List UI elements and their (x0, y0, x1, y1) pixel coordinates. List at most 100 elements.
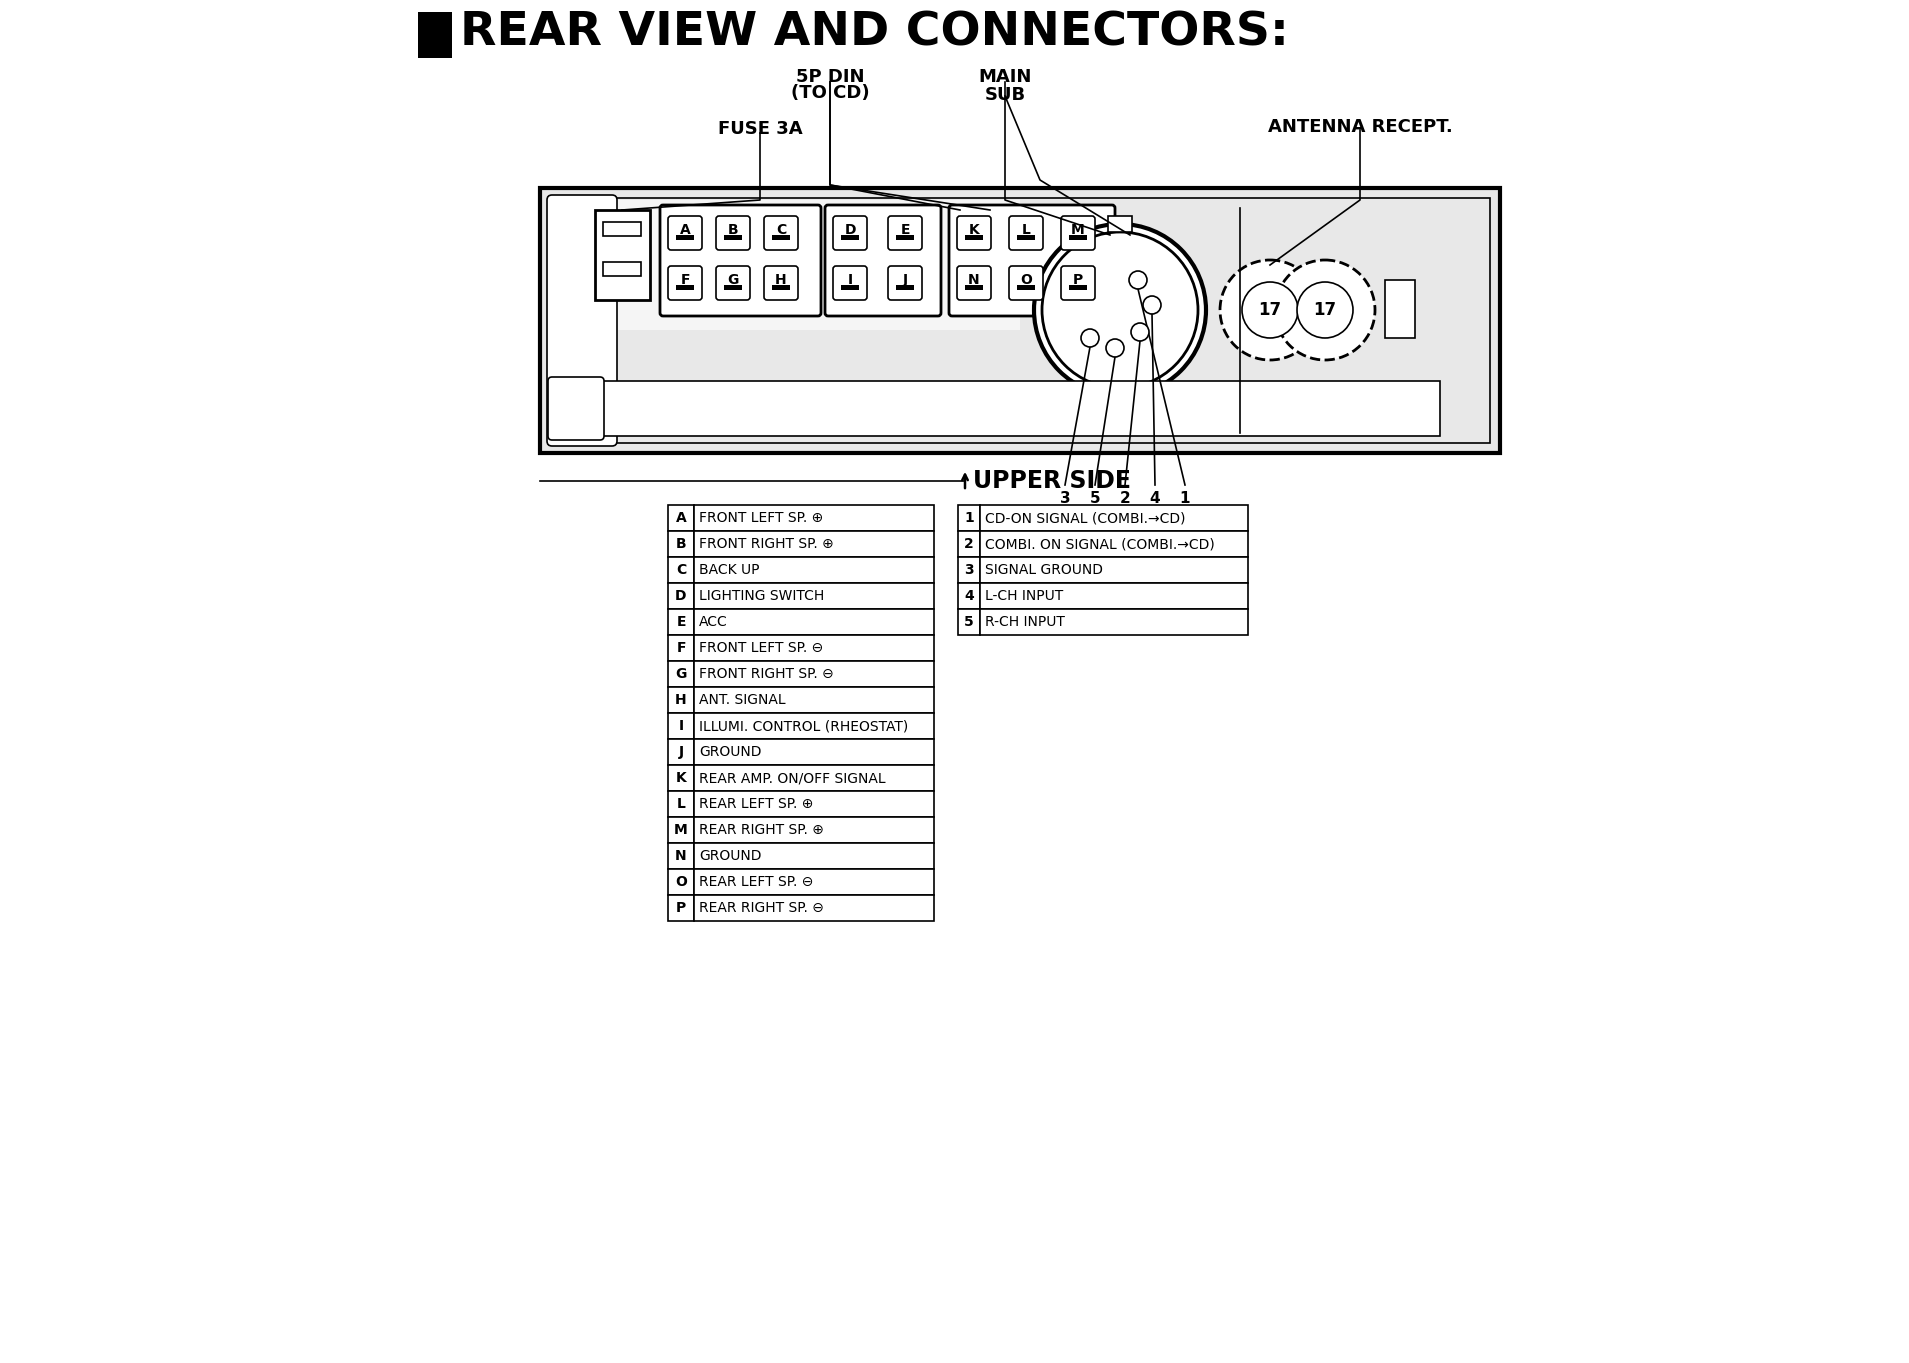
Bar (979, 557, 1248, 583)
Bar (695, 791, 934, 816)
FancyBboxPatch shape (1061, 266, 1096, 300)
Text: 5: 5 (964, 615, 974, 628)
Text: H: H (775, 273, 787, 288)
Text: FRONT LEFT SP. ⊕: FRONT LEFT SP. ⊕ (699, 511, 823, 525)
Bar (695, 687, 934, 713)
Bar (958, 609, 979, 635)
Bar (695, 895, 934, 921)
Bar (695, 532, 934, 557)
FancyBboxPatch shape (949, 204, 1115, 316)
Text: M: M (1071, 224, 1084, 237)
Bar (979, 609, 1248, 635)
Text: REAR RIGHT SP. ⊖: REAR RIGHT SP. ⊖ (699, 901, 825, 915)
Circle shape (1143, 296, 1161, 313)
Circle shape (1128, 271, 1147, 289)
Bar (895, 234, 914, 240)
Text: 17: 17 (1313, 301, 1336, 319)
Text: LIGHTING SWITCH: LIGHTING SWITCH (699, 589, 825, 602)
Text: F: F (676, 641, 685, 656)
FancyBboxPatch shape (661, 204, 821, 316)
FancyBboxPatch shape (668, 266, 703, 300)
Bar (695, 842, 934, 870)
Text: 4: 4 (1149, 491, 1161, 506)
Bar (966, 234, 983, 240)
Text: D: D (676, 589, 687, 602)
Bar (668, 506, 695, 532)
Bar (668, 739, 695, 765)
Text: BACK UP: BACK UP (699, 563, 760, 577)
Bar (668, 765, 695, 791)
Bar (695, 583, 934, 609)
FancyBboxPatch shape (1061, 215, 1096, 249)
Bar (895, 285, 914, 290)
Bar (668, 583, 695, 609)
Bar (668, 687, 695, 713)
Text: L: L (1021, 224, 1031, 237)
Bar (771, 285, 790, 290)
Bar (695, 557, 934, 583)
FancyBboxPatch shape (716, 266, 750, 300)
Text: J: J (678, 746, 683, 759)
FancyBboxPatch shape (888, 266, 922, 300)
FancyBboxPatch shape (956, 266, 991, 300)
Text: M: M (674, 823, 687, 837)
Text: FUSE 3A: FUSE 3A (718, 120, 802, 138)
Bar (668, 895, 695, 921)
Bar (603, 222, 641, 236)
FancyBboxPatch shape (764, 215, 798, 249)
Text: E: E (676, 615, 685, 628)
Bar (695, 765, 934, 791)
Text: O: O (676, 875, 687, 889)
Text: K: K (676, 771, 687, 785)
FancyBboxPatch shape (540, 188, 1500, 453)
Bar (695, 870, 934, 895)
Text: REAR LEFT SP. ⊖: REAR LEFT SP. ⊖ (699, 875, 813, 889)
Bar (599, 382, 1439, 436)
FancyBboxPatch shape (832, 215, 867, 249)
FancyBboxPatch shape (716, 215, 750, 249)
Bar (966, 285, 983, 290)
Text: C: C (775, 224, 787, 237)
Bar (668, 816, 695, 842)
FancyBboxPatch shape (764, 266, 798, 300)
Circle shape (1105, 339, 1124, 357)
Text: I: I (678, 720, 683, 733)
Text: G: G (727, 273, 739, 288)
Text: D: D (844, 224, 855, 237)
Bar (596, 210, 649, 300)
Text: REAR LEFT SP. ⊕: REAR LEFT SP. ⊕ (699, 797, 813, 811)
Bar (695, 661, 934, 687)
Bar (676, 285, 695, 290)
Bar (668, 557, 695, 583)
Text: C: C (676, 563, 685, 577)
Bar (1386, 279, 1415, 338)
Text: ACC: ACC (699, 615, 727, 628)
Bar (724, 234, 743, 240)
Text: FRONT LEFT SP. ⊖: FRONT LEFT SP. ⊖ (699, 641, 823, 656)
FancyBboxPatch shape (548, 378, 603, 440)
Text: O: O (1019, 273, 1033, 288)
Bar (668, 870, 695, 895)
FancyBboxPatch shape (888, 215, 922, 249)
Text: E: E (901, 224, 911, 237)
Circle shape (1130, 323, 1149, 341)
Bar (958, 557, 979, 583)
Circle shape (1296, 282, 1353, 338)
Text: K: K (968, 224, 979, 237)
Circle shape (1080, 328, 1100, 348)
Bar (1069, 234, 1086, 240)
Text: FRONT RIGHT SP. ⊖: FRONT RIGHT SP. ⊖ (699, 667, 834, 682)
Text: REAR AMP. ON/OFF SIGNAL: REAR AMP. ON/OFF SIGNAL (699, 771, 886, 785)
Text: GROUND: GROUND (699, 849, 762, 863)
Text: L-CH INPUT: L-CH INPUT (985, 589, 1063, 602)
Text: SUB: SUB (985, 86, 1025, 104)
Text: 17: 17 (1258, 301, 1281, 319)
FancyBboxPatch shape (668, 215, 703, 249)
Circle shape (1220, 260, 1319, 360)
FancyBboxPatch shape (1010, 266, 1042, 300)
Bar (958, 532, 979, 557)
Text: SIGNAL GROUND: SIGNAL GROUND (985, 563, 1103, 577)
Bar (695, 609, 934, 635)
Bar (842, 285, 859, 290)
Text: 3: 3 (964, 563, 974, 577)
